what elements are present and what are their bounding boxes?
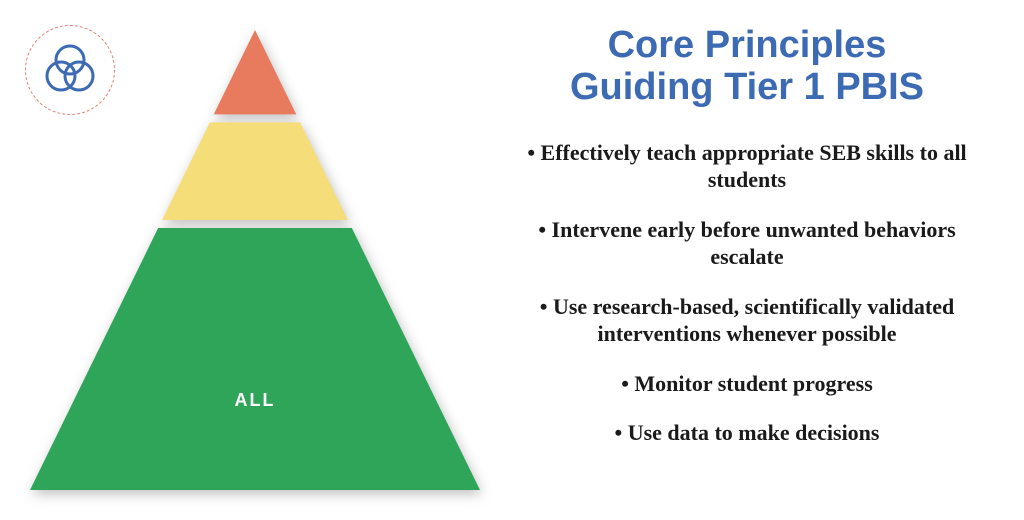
pyramid-svg <box>30 30 480 500</box>
title-line-2: Guiding Tier 1 PBIS <box>570 66 924 108</box>
pyramid-bottom-label: ALL <box>235 390 276 411</box>
pyramid-tier-bottom <box>30 228 480 490</box>
list-item: • Intervene early before unwanted behavi… <box>500 216 994 271</box>
list-item: • Effectively teach appropriate SEB skil… <box>500 139 994 194</box>
list-item: • Use research-based, scientifically val… <box>500 293 994 348</box>
pyramid-tier-middle <box>162 122 348 220</box>
title-line-1: Core Principles <box>608 24 887 66</box>
page-title: Core Principles Guiding Tier 1 PBIS <box>500 25 994 109</box>
list-item: • Use data to make decisions <box>500 419 994 447</box>
content-panel: Core Principles Guiding Tier 1 PBIS • Ef… <box>490 0 1024 520</box>
pyramid-tier-top <box>214 30 297 114</box>
principles-list: • Effectively teach appropriate SEB skil… <box>500 139 994 447</box>
pyramid-diagram: ALL <box>30 30 480 500</box>
pyramid-panel: ALL <box>0 0 490 520</box>
list-item: • Monitor student progress <box>500 370 994 398</box>
